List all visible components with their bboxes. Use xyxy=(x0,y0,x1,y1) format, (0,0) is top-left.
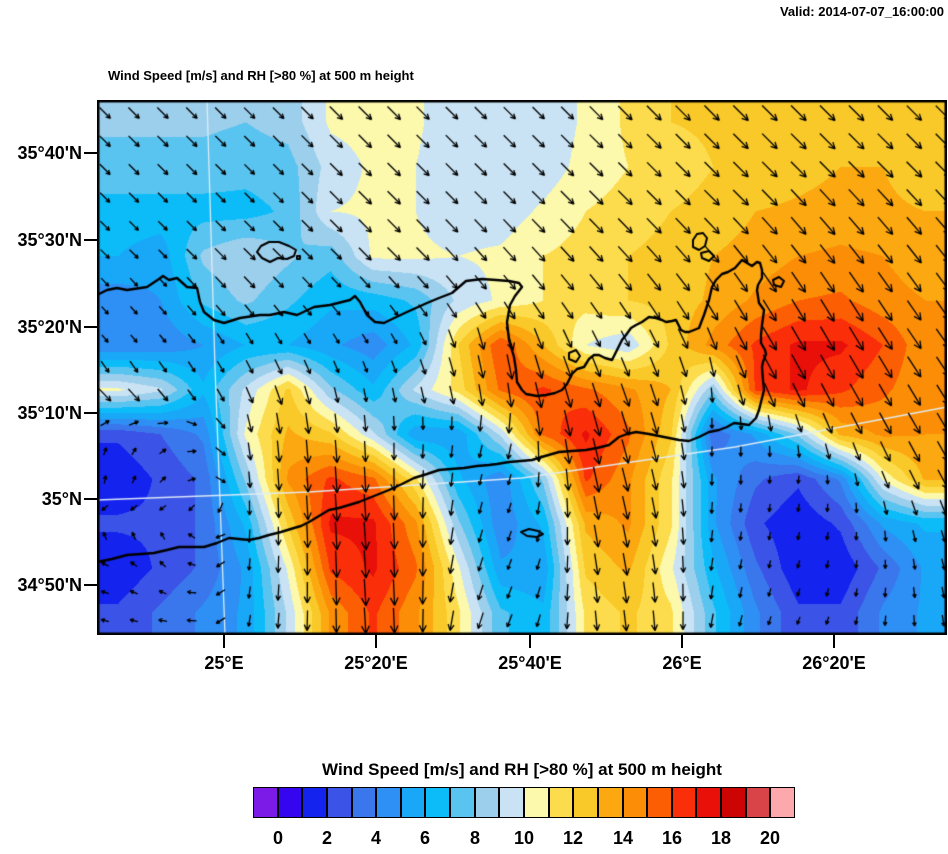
colorbar-cell xyxy=(746,787,770,818)
colorbar-cell xyxy=(352,787,376,818)
colorbar-cell xyxy=(647,787,672,818)
colorbar-tick-label: 18 xyxy=(710,828,732,848)
colorbar-cell xyxy=(573,787,598,818)
colorbar-cell xyxy=(425,787,450,818)
y-axis-tick-label: 34°50'N xyxy=(17,575,82,595)
colorbar-cell xyxy=(278,787,302,818)
y-axis-tick-label: 35°30'N xyxy=(17,230,82,250)
x-axis-tick-label: 26°20'E xyxy=(802,653,866,673)
colorbar xyxy=(253,787,795,818)
wind-field-canvas xyxy=(97,100,947,635)
y-axis-tick xyxy=(84,498,97,500)
colorbar-cell xyxy=(770,787,795,818)
colorbar-tick-label: 16 xyxy=(661,828,683,848)
plot-title-line1: Wind Speed [m/s] and RH [>80 %] at 500 m… xyxy=(108,68,414,83)
colorbar-tick-label: 10 xyxy=(513,828,535,848)
colorbar-tick-label: 12 xyxy=(562,828,584,848)
colorbar-cell xyxy=(401,787,425,818)
colorbar-tick-label: 0 xyxy=(272,828,283,848)
x-axis-tick xyxy=(375,635,377,648)
colorbar-tick-label: 8 xyxy=(469,828,480,848)
colorbar-cell xyxy=(623,787,647,818)
colorbar-tick-label: 6 xyxy=(419,828,430,848)
colorbar-title: Wind Speed [m/s] and RH [>80 %] at 500 m… xyxy=(322,760,722,779)
y-axis-tick-label: 35°N xyxy=(41,489,82,509)
map-panel xyxy=(97,100,947,635)
colorbar-cell xyxy=(253,787,278,818)
y-axis-tick-label: 35°10'N xyxy=(17,403,82,423)
colorbar-cell xyxy=(696,787,721,818)
x-axis-tick-label: 25°40'E xyxy=(498,653,562,673)
y-axis-tick-label: 35°20'N xyxy=(17,317,82,337)
colorbar-tick-label: 14 xyxy=(612,828,634,848)
colorbar-cell xyxy=(327,787,352,818)
x-axis-tick-label: 26°E xyxy=(662,653,702,673)
x-axis-tick xyxy=(681,635,683,648)
valid-timestamp: Valid: 2014-07-07_16:00:00 xyxy=(779,4,944,19)
colorbar-tick-label: 4 xyxy=(370,828,381,848)
colorbar-cell xyxy=(524,787,549,818)
colorbar-cell xyxy=(499,787,524,818)
y-axis-tick xyxy=(84,412,97,414)
x-axis-tick-label: 25°20'E xyxy=(344,653,408,673)
y-axis-tick xyxy=(84,152,97,154)
colorbar-cell xyxy=(721,787,746,818)
colorbar-cell xyxy=(475,787,499,818)
y-axis-tick xyxy=(84,239,97,241)
x-axis-tick xyxy=(529,635,531,648)
colorbar-cell xyxy=(672,787,696,818)
colorbar-tick-label: 20 xyxy=(759,828,781,848)
y-axis-tick xyxy=(84,584,97,586)
y-axis-tick-label: 35°40'N xyxy=(17,143,82,163)
colorbar-cell xyxy=(302,787,327,818)
colorbar-cell xyxy=(598,787,623,818)
x-axis-tick-label: 25°E xyxy=(204,653,244,673)
colorbar-cell xyxy=(450,787,475,818)
x-axis-tick xyxy=(833,635,835,648)
colorbar-tick-label: 2 xyxy=(321,828,332,848)
colorbar-cell xyxy=(549,787,573,818)
y-axis-tick xyxy=(84,326,97,328)
x-axis-tick xyxy=(223,635,225,648)
colorbar-cell xyxy=(376,787,401,818)
